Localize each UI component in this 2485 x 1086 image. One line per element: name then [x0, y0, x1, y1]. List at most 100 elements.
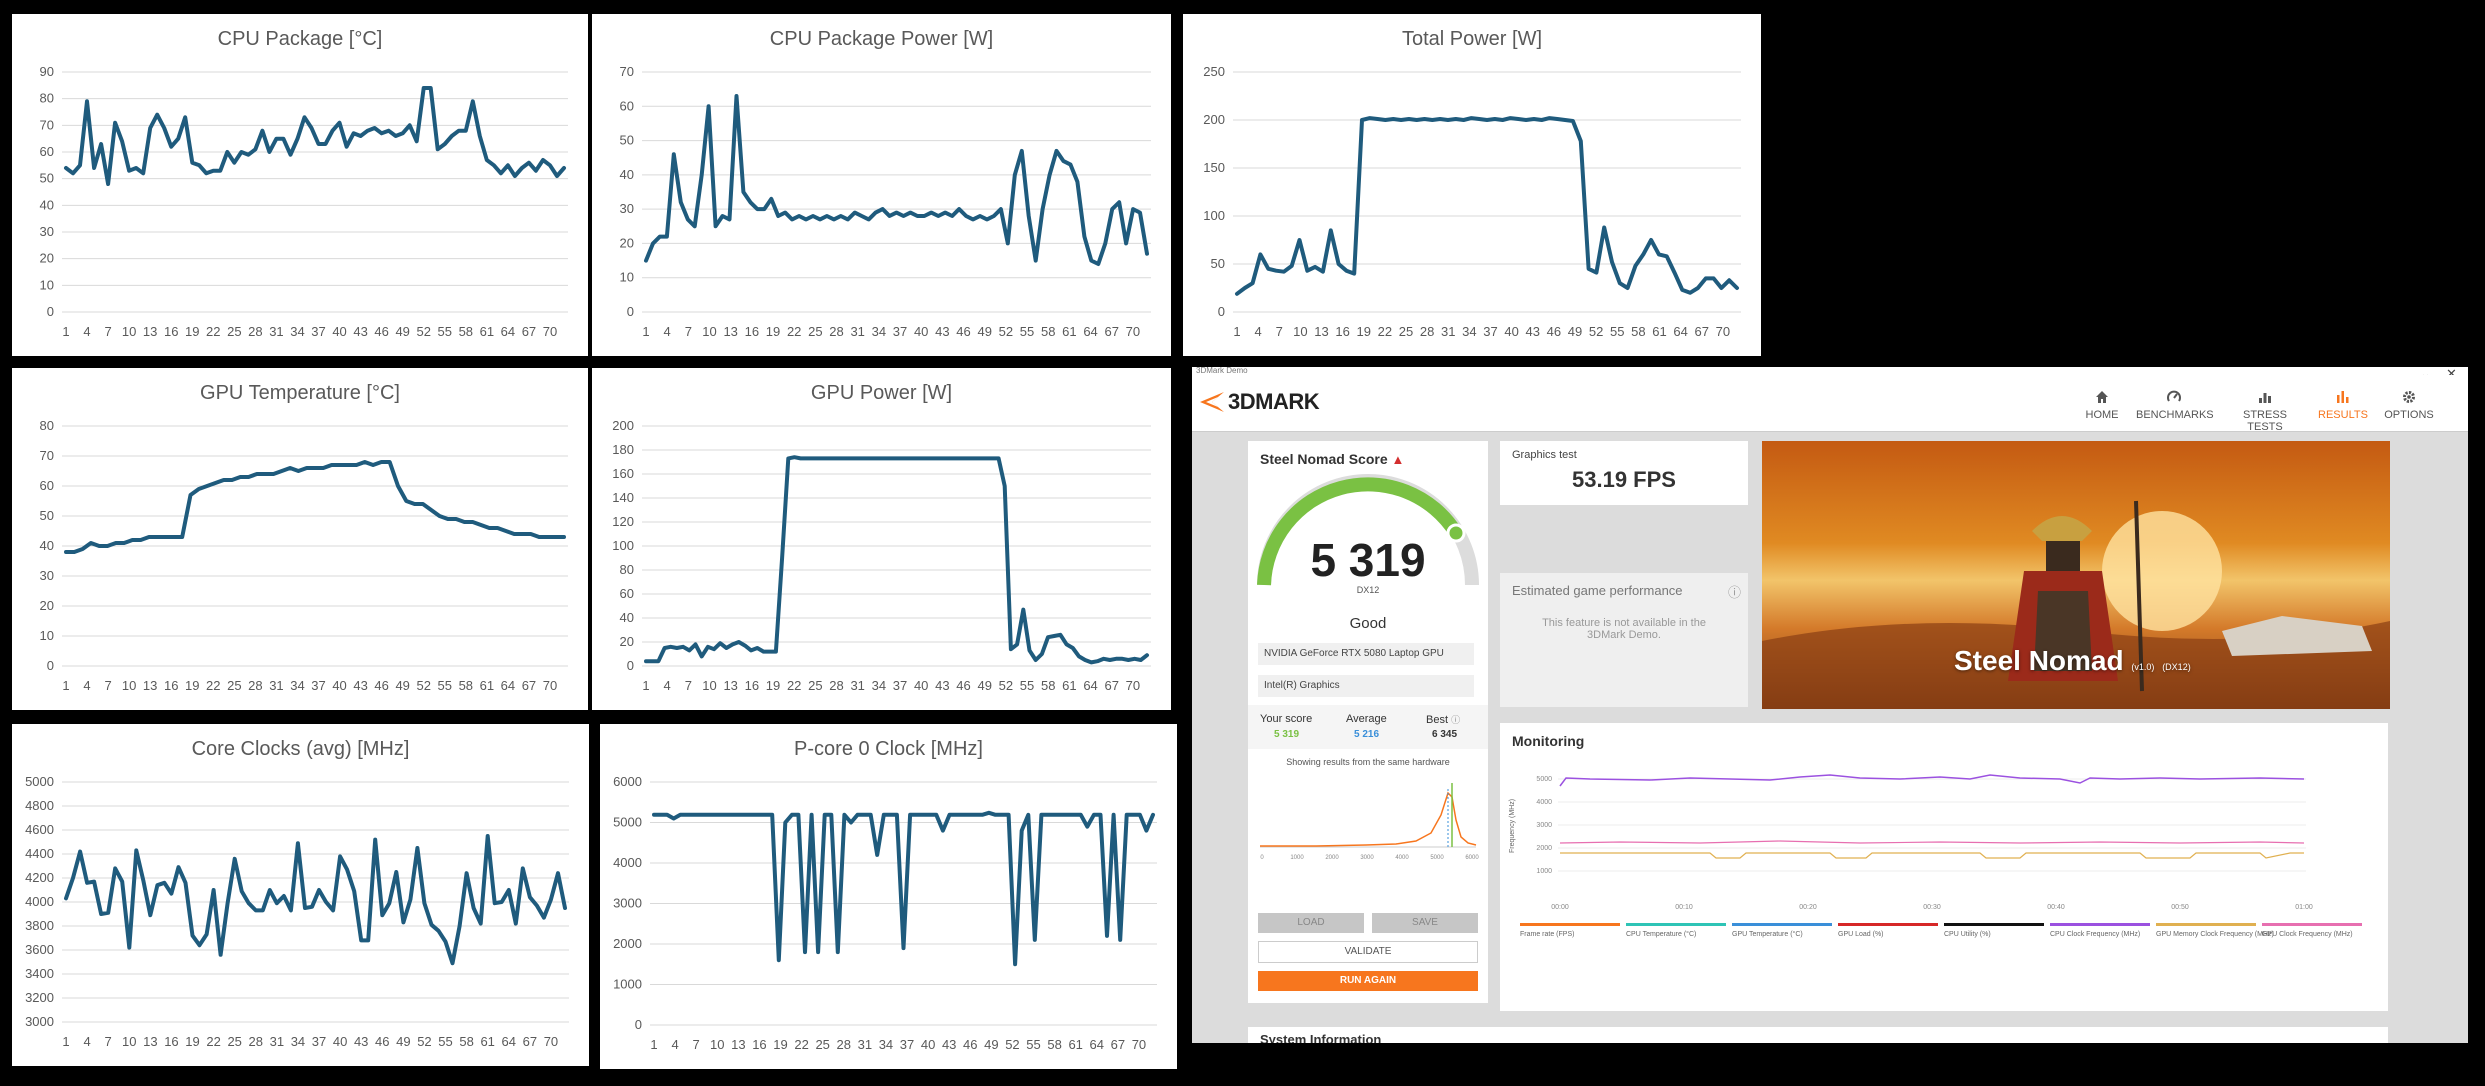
y-tick-label: 60 [620, 98, 634, 113]
legend-label[interactable]: GPU Load (%) [1838, 931, 1884, 938]
y-tick-label: 1000 [613, 977, 642, 992]
x-tick-label: 25 [227, 1034, 241, 1049]
y-tick-label: 3400 [25, 966, 54, 981]
x-tick-label: 67 [1104, 324, 1118, 339]
legend-swatch[interactable] [2262, 923, 2362, 926]
x-tick-label: 40 [333, 1034, 347, 1049]
x-tick-label: 4 [83, 324, 90, 339]
y-tick-label: 20 [620, 634, 634, 649]
y-tick-label: 50 [620, 133, 634, 148]
monitoring-x-tick: 00:30 [1923, 904, 1941, 911]
chart-title: GPU Temperature [°C] [200, 382, 400, 404]
x-tick-label: 70 [544, 1034, 558, 1049]
legend-label[interactable]: GPU Clock Frequency (MHz) [2262, 931, 2353, 938]
legend-swatch[interactable] [1520, 923, 1620, 926]
x-tick-label: 25 [227, 678, 241, 693]
x-tick-label: 49 [977, 678, 991, 693]
x-tick-label: 46 [963, 1037, 977, 1052]
score-compare: Your score 5 319 Average 5 216 Best ⓘ 6 … [1248, 705, 1488, 749]
x-tick-label: 34 [291, 1034, 305, 1049]
run-again-button[interactable]: RUN AGAIN [1258, 971, 1478, 991]
x-tick-label: 4 [664, 678, 671, 693]
nav-options-label: OPTIONS [2384, 409, 2434, 421]
x-tick-label: 70 [1716, 324, 1730, 339]
legend-swatch[interactable] [1838, 923, 1938, 926]
x-tick-label: 31 [269, 324, 283, 339]
legend-swatch[interactable] [1626, 923, 1726, 926]
x-tick-label: 52 [1589, 324, 1603, 339]
y-tick-label: 40 [620, 167, 634, 182]
x-tick-label: 46 [956, 678, 970, 693]
legend-swatch[interactable] [1732, 923, 1832, 926]
nav-home[interactable]: HOME [2082, 389, 2122, 421]
chart-panel-core-clocks: Core Clocks (avg) [MHz] 3000 3200 3400 3600 3… [12, 724, 589, 1066]
x-tick-label: 28 [249, 1034, 263, 1049]
x-tick-label: 1 [642, 324, 649, 339]
y-tick-label: 20 [40, 251, 54, 266]
save-button[interactable]: SAVE [1372, 913, 1478, 933]
x-tick-label: 22 [206, 1034, 220, 1049]
y-tick-label: 80 [40, 418, 54, 433]
x-tick-label: 64 [1083, 678, 1097, 693]
legend-swatch[interactable] [2050, 923, 2150, 926]
monitoring-y-tick: 4000 [1536, 799, 1552, 806]
x-tick-label: 61 [1068, 1037, 1082, 1052]
x-tick-label: 52 [417, 1034, 431, 1049]
y-tick-label: 40 [40, 538, 54, 553]
nav-options[interactable]: OPTIONS [2384, 389, 2434, 421]
histogram-tick: 3000 [1360, 855, 1374, 861]
validate-button[interactable]: VALIDATE [1258, 941, 1478, 963]
chart-title: GPU Power [W] [811, 382, 952, 404]
legend-label[interactable]: CPU Clock Frequency (MHz) [2050, 931, 2140, 938]
x-tick-label: 25 [808, 324, 822, 339]
legend-label[interactable]: GPU Temperature (°C) [1732, 930, 1803, 938]
benchmarks-icon [2167, 390, 2181, 402]
monitoring-y-label: Frequency (MHz) [1509, 799, 1516, 853]
x-tick-label: 43 [935, 324, 949, 339]
score-rating: Good [1349, 615, 1387, 632]
close-button[interactable]: ✕ [2446, 367, 2457, 381]
estimated-info-icon[interactable]: ⓘ [1728, 585, 1742, 600]
x-tick-label: 10 [710, 1037, 724, 1052]
y-tick-label: 0 [47, 304, 54, 319]
x-tick-label: 13 [731, 1037, 745, 1052]
legend-label[interactable]: CPU Temperature (°C) [1626, 930, 1696, 938]
chart-panel-gpu-power: GPU Power [W] 0 20 40 60 80 100 120 140 160 180 200… [592, 368, 1171, 710]
y-tick-label: 60 [40, 478, 54, 493]
x-tick-label: 52 [416, 324, 430, 339]
x-tick-label: 34 [290, 678, 304, 693]
warning-icon: ▲ [1391, 452, 1405, 467]
y-tick-label: 20 [620, 235, 634, 250]
legend-label[interactable]: CPU Utility (%) [1944, 931, 1991, 938]
y-tick-label: 4600 [25, 822, 54, 837]
x-tick-label: 55 [1610, 324, 1624, 339]
x-tick-label: 61 [480, 678, 494, 693]
minimize-button[interactable]: ⌄ [2420, 367, 2431, 381]
legend-swatch[interactable] [2156, 923, 2256, 926]
x-tick-label: 31 [269, 678, 283, 693]
x-tick-label: 22 [1378, 324, 1392, 339]
y-tick-label: 3200 [25, 990, 54, 1005]
x-tick-label: 70 [543, 324, 557, 339]
nav-stress-tests[interactable]: STRESS TESTS [2228, 389, 2302, 433]
y-tick-label: 50 [1211, 256, 1225, 271]
y-tick-label: 40 [620, 610, 634, 625]
legend-label[interactable]: GPU Memory Clock Frequency (MHz) [2156, 931, 2274, 938]
load-button[interactable]: LOAD [1258, 913, 1364, 933]
series-line [1235, 116, 1739, 296]
estimated-message: This feature is not available in the 3DM… [1542, 617, 1706, 641]
legend-swatch[interactable] [1944, 923, 2044, 926]
nav-benchmarks[interactable]: BENCHMARKS [2136, 389, 2214, 421]
x-tick-label: 22 [787, 678, 801, 693]
x-tick-label: 1 [62, 678, 69, 693]
x-tick-label: 19 [185, 678, 199, 693]
legend-label[interactable]: Frame rate (FPS) [1520, 931, 1574, 938]
x-tick-label: 19 [1357, 324, 1371, 339]
x-tick-label: 40 [914, 324, 928, 339]
nav-results[interactable]: RESULTS [2318, 389, 2368, 421]
y-tick-label: 4400 [25, 846, 54, 861]
brand-logo[interactable]: 3DMARK [1198, 387, 1320, 417]
x-tick-label: 34 [872, 678, 886, 693]
x-tick-label: 55 [438, 678, 452, 693]
info-icon[interactable]: ⓘ [1451, 715, 1461, 725]
